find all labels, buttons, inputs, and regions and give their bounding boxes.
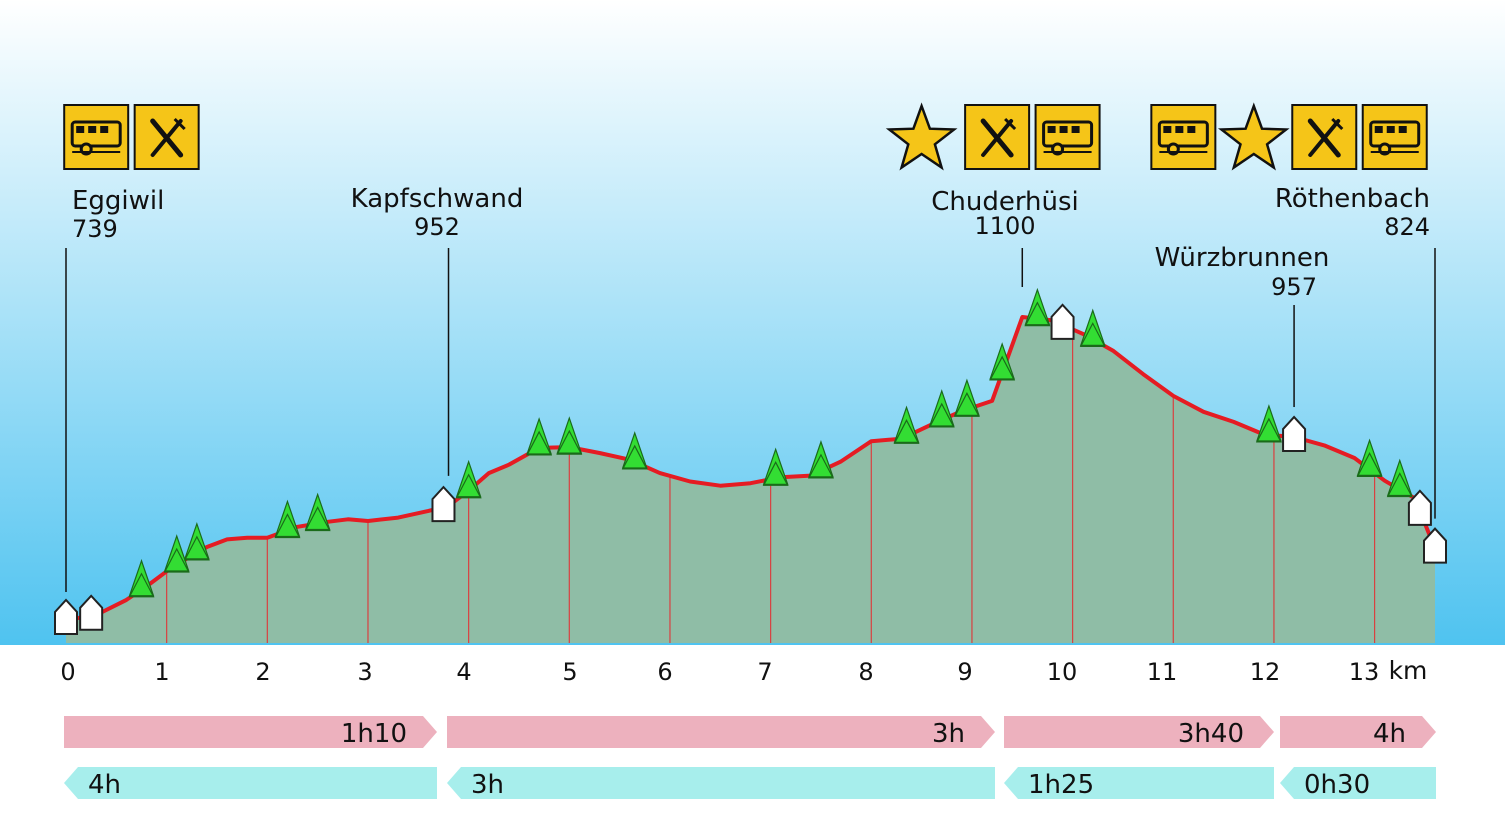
forward-time-label: 4h <box>1373 719 1406 749</box>
x-tick-label: 6 <box>657 658 672 686</box>
tree-icon <box>621 431 648 470</box>
restaurant-icon <box>133 104 200 170</box>
x-tick-label: 1 <box>154 658 169 686</box>
tree-icon <box>928 389 955 428</box>
x-tick-label: 9 <box>957 658 972 686</box>
elevation-area <box>66 317 1435 643</box>
star-icon <box>1218 102 1290 171</box>
waypoint-elevation: 957 <box>1271 273 1317 301</box>
hut-icon <box>79 594 104 631</box>
return-time-band <box>64 767 437 799</box>
waypoint-elevation: 824 <box>1384 213 1430 241</box>
restaurant-icon <box>964 104 1031 170</box>
hut-icon <box>1282 415 1307 453</box>
bus-icon <box>1150 104 1217 170</box>
waypoint-elevation: 1100 <box>974 212 1035 240</box>
tree-icon <box>526 417 553 456</box>
tree-icon <box>989 342 1016 381</box>
bus-icon <box>1361 104 1428 170</box>
x-tick-label: 11 <box>1147 658 1178 686</box>
x-tick-label: 5 <box>562 658 577 686</box>
hut-icon <box>1050 303 1075 340</box>
forward-time-band <box>64 716 437 748</box>
x-tick-label: 2 <box>255 658 270 686</box>
tree-icon <box>762 447 789 486</box>
star-icon <box>885 102 958 171</box>
hut-icon <box>54 598 78 635</box>
return-time-label: 3h <box>471 770 504 800</box>
return-time-band <box>1004 767 1274 799</box>
tree-icon <box>1024 287 1051 327</box>
waypoint-name: Röthenbach <box>1275 184 1430 214</box>
x-tick-label: 3 <box>357 658 372 686</box>
return-time-band <box>447 767 995 799</box>
waypoint-elevation: 952 <box>414 213 460 241</box>
restaurant-icon <box>1291 104 1358 170</box>
tree-icon <box>893 405 920 444</box>
waypoint-elevation: 739 <box>72 215 118 243</box>
forward-time-band <box>1280 716 1436 748</box>
bus-icon <box>1034 104 1101 170</box>
tree-icon <box>953 378 980 417</box>
x-tick-label: 10 <box>1047 658 1078 686</box>
tree-icon <box>128 558 155 598</box>
forward-time-label: 1h10 <box>341 719 407 749</box>
forward-time-band <box>1004 716 1274 748</box>
x-tick-label: 8 <box>858 658 873 686</box>
x-unit-label: km <box>1389 656 1428 685</box>
waypoint-name: Würzbrunnen <box>1155 243 1330 273</box>
tree-icon <box>1255 404 1282 443</box>
return-time-label: 1h25 <box>1028 770 1094 800</box>
tree-icon <box>1386 458 1413 498</box>
x-tick-label: 4 <box>456 658 471 686</box>
tree-icon <box>807 440 834 479</box>
tree-icon <box>1356 438 1383 477</box>
x-tick-label: 7 <box>757 658 772 686</box>
tree-icon <box>183 522 210 561</box>
tree-icon <box>455 459 482 499</box>
hut-icon <box>1407 489 1432 526</box>
return-time-label: 4h <box>88 770 121 800</box>
tree-icon <box>304 492 331 532</box>
tree-icon <box>163 534 190 573</box>
x-tick-label: 12 <box>1250 658 1281 686</box>
bus-icon <box>63 104 130 170</box>
forward-time-label: 3h <box>932 719 965 749</box>
tree-icon <box>1079 308 1106 347</box>
tree-icon <box>556 416 583 455</box>
return-time-band <box>1280 767 1436 799</box>
tree-icon <box>274 499 301 539</box>
hut-icon <box>431 485 456 523</box>
waypoint-name: Eggiwil <box>72 186 164 216</box>
x-tick-label: 0 <box>60 658 75 686</box>
forward-time-label: 3h40 <box>1178 719 1244 749</box>
elevation-profile-line <box>65 315 1437 622</box>
forward-time-band <box>447 716 995 748</box>
hut-icon <box>1423 527 1447 564</box>
x-tick-label: 13 <box>1349 658 1380 686</box>
return-time-label: 0h30 <box>1304 770 1370 800</box>
waypoint-name: Kapfschwand <box>351 184 524 214</box>
waypoint-name: Chuderhüsi <box>931 187 1079 217</box>
